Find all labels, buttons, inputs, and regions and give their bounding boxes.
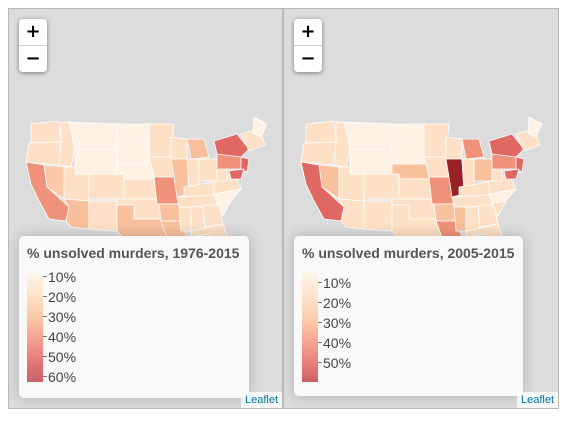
- state-co: [89, 174, 124, 199]
- state-nd: [117, 124, 149, 144]
- state-al: [466, 207, 480, 231]
- state-wi: [171, 137, 187, 159]
- state-mn: [424, 124, 449, 157]
- legend-tick-50: 50%: [48, 350, 76, 364]
- legend-tick-50: 50%: [323, 356, 351, 370]
- state-shapes: [26, 117, 267, 249]
- state-mt: [344, 122, 392, 149]
- legend-tick-20: 20%: [48, 290, 76, 304]
- state-sd: [117, 144, 149, 164]
- legend-tick-40: 40%: [323, 336, 351, 350]
- state-oh: [199, 159, 217, 181]
- state-sd: [392, 144, 424, 164]
- leaflet-attribution-link[interactable]: Leaflet: [241, 392, 282, 408]
- legend-tick-40: 40%: [48, 330, 76, 344]
- legend-color-ramp: [302, 272, 318, 382]
- state-ar: [434, 204, 456, 221]
- zoom-in-button[interactable]: +: [294, 19, 322, 45]
- state-me: [528, 117, 542, 137]
- map-panel-2005-2015[interactable]: + − % unsolved murders, 2005-2015 10% 20…: [283, 8, 559, 409]
- state-mt: [69, 122, 117, 149]
- zoom-control: + −: [294, 19, 322, 72]
- state-az: [64, 199, 89, 229]
- state-mi: [462, 139, 484, 159]
- state-mi: [187, 139, 209, 159]
- legend-tick-20: 20%: [323, 296, 351, 310]
- zoom-in-button[interactable]: +: [19, 19, 47, 45]
- legend-tick-60: 60%: [48, 370, 76, 384]
- state-or: [26, 142, 61, 165]
- zoom-out-button[interactable]: −: [294, 45, 322, 72]
- legend-tick-30: 30%: [48, 310, 76, 324]
- state-ms: [179, 207, 191, 231]
- state-shapes: [301, 117, 542, 249]
- legend-panel: % unsolved murders, 1976-2015 10% 20% 30…: [19, 236, 249, 398]
- state-ks: [399, 179, 432, 199]
- state-co: [364, 174, 399, 199]
- zoom-control: + −: [19, 19, 47, 72]
- zoom-out-button[interactable]: −: [19, 45, 47, 72]
- legend-color-ramp: [27, 274, 43, 382]
- state-wy: [350, 149, 392, 174]
- state-mn: [149, 124, 174, 157]
- state-nm: [364, 201, 392, 231]
- legend-title: % unsolved murders, 1976-2015: [27, 245, 239, 261]
- legend-tick-10: 10%: [48, 270, 76, 284]
- state-md: [229, 169, 244, 179]
- state-md: [504, 169, 519, 179]
- state-wi: [446, 137, 462, 159]
- state-al: [191, 207, 205, 231]
- state-nm: [89, 201, 117, 231]
- state-az: [339, 199, 364, 229]
- legend-tick-30: 30%: [323, 316, 351, 330]
- state-wa: [306, 121, 336, 143]
- state-wy: [75, 149, 117, 174]
- map-panel-1976-2015[interactable]: + − % unsolved murders, 1976-2015 10% 20…: [8, 8, 283, 409]
- state-or: [301, 142, 336, 165]
- legend-panel: % unsolved murders, 2005-2015 10% 20% 30…: [294, 236, 523, 396]
- state-ks: [124, 179, 157, 199]
- legend-tick-10: 10%: [323, 276, 351, 290]
- state-nd: [392, 124, 424, 144]
- state-wa: [31, 121, 61, 143]
- leaflet-attribution-link[interactable]: Leaflet: [517, 392, 558, 408]
- state-ar: [159, 204, 181, 221]
- legend-title: % unsolved murders, 2005-2015: [302, 245, 514, 261]
- state-oh: [474, 159, 492, 181]
- state-ms: [454, 207, 466, 231]
- state-me: [253, 117, 267, 137]
